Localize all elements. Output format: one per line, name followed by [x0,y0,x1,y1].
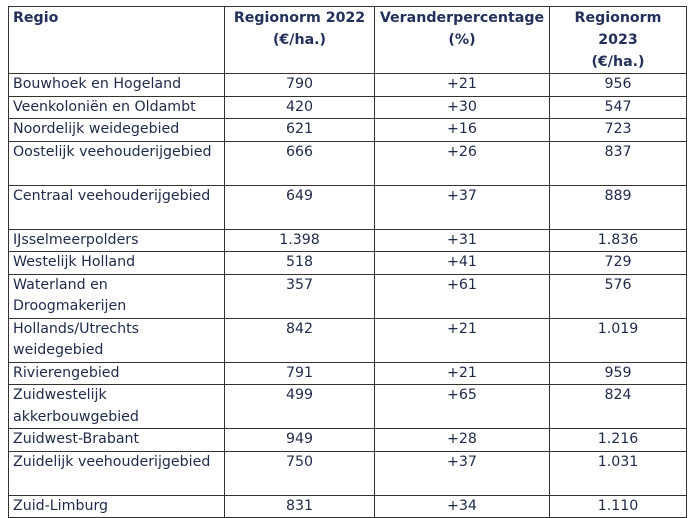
row-veranderpercentage: +31 [374,228,550,252]
header-regionorm-2022-unit: (€/ha.) [272,32,327,48]
row-regionorm-2022: 357 [224,273,375,319]
row-regionorm-2023: 723 [549,118,687,142]
table-row: Centraal veehouderijgebied 649 +37 889 [8,184,687,230]
row-veranderpercentage: +30 [374,95,550,119]
table-header: Regio Regionorm 2022 (€/ha.) Veranderper… [8,6,687,74]
row-veranderpercentage: +61 [374,273,550,319]
document-page: Regio Regionorm 2022 (€/ha.) Veranderper… [8,6,687,518]
row-veranderpercentage: +21 [374,73,550,97]
row-regio: Zuidwestelijk akkerbouwgebied [8,384,225,429]
table-row: IJsselmeerpolders 1.398 +31 1.836 [8,228,687,252]
row-regio: Oostelijk veehouderijgebied [8,140,225,186]
row-regio: IJsselmeerpolders [8,228,225,252]
row-regionorm-2023: 956 [549,73,687,97]
table-body: Bouwhoek en Hogeland 790 +21 956 Veenkolonië… [8,73,687,518]
row-regionorm-2022: 499 [224,384,375,429]
row-regio: Rivierengebied [8,361,225,385]
row-regionorm-2022: 621 [224,118,375,142]
row-regionorm-2023: 824 [549,384,687,429]
table-row: Oostelijk veehouderijgebied 666 +26 837 [8,140,687,186]
table-row: Zuid-Limburg 831 +34 1.110 [8,494,687,518]
row-regionorm-2023: 1.019 [549,317,687,363]
row-regionorm-2022: 791 [224,361,375,385]
row-regio: Waterland en Droogmakerijen [8,273,225,319]
table-row: Veenkoloniën en Oldambt 420 +30 547 [8,95,687,119]
header-row: Regio Regionorm 2022 (€/ha.) Veranderper… [8,6,687,74]
table-row: Bouwhoek en Hogeland 790 +21 956 [8,73,687,97]
row-regionorm-2022: 790 [224,73,375,97]
row-veranderpercentage: +26 [374,140,550,186]
row-veranderpercentage: +21 [374,361,550,385]
row-regionorm-2023: 547 [549,95,687,119]
row-veranderpercentage: +37 [374,184,550,230]
row-regio: Zuidwest-Brabant [8,428,225,452]
table-row: Hollands/Utrechts weidegebied 842 +21 1.019 [8,317,687,363]
row-regio: Hollands/Utrechts weidegebied [8,317,225,363]
row-regionorm-2022: 518 [224,251,375,275]
row-regionorm-2022: 750 [224,450,375,496]
row-regionorm-2023: 959 [549,361,687,385]
table-row: Westelijk Holland 518 +41 729 [8,251,687,275]
table-row: Noordelijk weidegebied 621 +16 723 [8,118,687,142]
row-veranderpercentage: +21 [374,317,550,363]
table-row: Zuidwest-Brabant 949 +28 1.216 [8,428,687,452]
row-regionorm-2022: 831 [224,494,375,518]
row-regionorm-2022: 649 [224,184,375,230]
row-regionorm-2023: 1.836 [549,228,687,252]
row-veranderpercentage: +37 [374,450,550,496]
row-regio: Noordelijk weidegebied [8,118,225,142]
row-regionorm-2023: 729 [549,251,687,275]
row-regionorm-2022: 949 [224,428,375,452]
row-regionorm-2023: 1.110 [549,494,687,518]
row-regio: Zuid-Limburg [8,494,225,518]
header-regio-label: Regio [13,10,59,26]
header-regionorm-2022-title: Regionorm 2022 [233,10,366,26]
row-regionorm-2023: 1.216 [549,428,687,452]
row-regio: Bouwhoek en Hogeland [8,73,225,97]
row-veranderpercentage: +34 [374,494,550,518]
header-veranderpercentage-unit: (%) [448,32,476,48]
header-veranderpercentage-title: Veranderpercentage [379,10,545,26]
header-regionorm-2023: Regionorm 2023 (€/ha.) [549,6,687,74]
row-veranderpercentage: +65 [374,384,550,429]
table-row: Zuidelijk veehouderijgebied 750 +37 1.031 [8,450,687,496]
table-row: Rivierengebied 791 +21 959 [8,361,687,385]
row-regionorm-2023: 1.031 [549,450,687,496]
row-regio: Westelijk Holland [8,251,225,275]
row-veranderpercentage: +41 [374,251,550,275]
row-regionorm-2023: 576 [549,273,687,319]
header-regio: Regio [8,6,225,74]
table-row: Zuidwestelijk akkerbouwgebied 499 +65 824 [8,384,687,429]
header-veranderpercentage: Veranderpercentage (%) [374,6,550,74]
row-regio: Zuidelijk veehouderijgebied [8,450,225,496]
row-veranderpercentage: +16 [374,118,550,142]
row-regionorm-2023: 889 [549,184,687,230]
row-veranderpercentage: +28 [374,428,550,452]
row-regionorm-2022: 842 [224,317,375,363]
row-regio: Veenkoloniën en Oldambt [8,95,225,119]
row-regionorm-2023: 837 [549,140,687,186]
header-regionorm-2023-unit: (€/ha.) [591,54,645,70]
header-regionorm-2023-title: Regionorm 2023 [574,10,662,48]
row-regionorm-2022: 1.398 [224,228,375,252]
header-regionorm-2022: Regionorm 2022 (€/ha.) [224,6,375,74]
regionorm-table: Regio Regionorm 2022 (€/ha.) Veranderper… [8,6,687,518]
table-row: Waterland en Droogmakerijen 357 +61 576 [8,273,687,319]
row-regionorm-2022: 420 [224,95,375,119]
row-regionorm-2022: 666 [224,140,375,186]
row-regio: Centraal veehouderijgebied [8,184,225,230]
